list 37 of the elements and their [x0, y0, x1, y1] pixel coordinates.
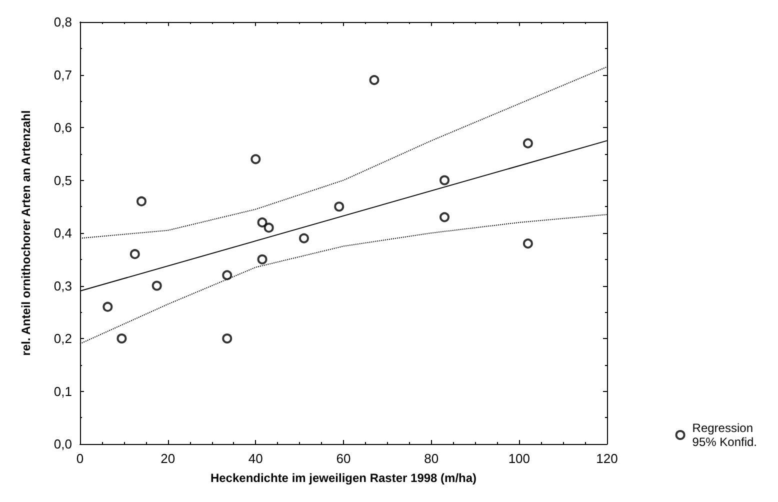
point	[298, 233, 309, 244]
y-tick-label: 0,2	[54, 331, 72, 346]
point	[334, 202, 344, 212]
y-axis-title: rel. Anteil ornithochorer Arten an Artenzahl	[19, 110, 33, 356]
point	[264, 222, 274, 233]
point	[250, 154, 261, 164]
x-axis-title: Heckendichte im jeweiligen Raster 1998 (m/ha)	[210, 471, 477, 485]
y-tick-label: 0,1	[54, 384, 72, 399]
point	[222, 270, 232, 280]
legend-label: Regression 95% Konfid.	[692, 421, 758, 449]
x-tick-label: 80	[424, 451, 439, 466]
point	[222, 334, 232, 344]
x-tick-label: 0	[76, 451, 84, 466]
y-tick-label: 0,0	[54, 436, 72, 452]
y-tick-label: 0,4	[54, 226, 72, 240]
point	[440, 212, 450, 222]
x-tick-label: 40	[248, 451, 263, 466]
point	[130, 249, 140, 260]
point	[440, 175, 450, 186]
point	[522, 238, 533, 249]
x-tick-label: 100	[508, 451, 530, 466]
x-tick-label: 20	[160, 451, 176, 466]
point	[257, 217, 268, 228]
point	[257, 254, 268, 264]
y-tick-label: 0,5	[54, 172, 72, 188]
point	[136, 196, 146, 206]
y-tick-label: 0,3	[54, 278, 72, 294]
point	[102, 302, 113, 312]
x-tick-label: 120	[596, 451, 618, 466]
point	[152, 280, 162, 291]
y-tick-label: 0,7	[54, 67, 72, 82]
x-tick-label: 60	[336, 451, 351, 466]
point	[116, 334, 127, 344]
y-tick-label: 0,8	[54, 14, 72, 30]
point	[522, 138, 533, 148]
y-tick-label: 0,6	[54, 120, 72, 135]
point	[369, 75, 380, 86]
